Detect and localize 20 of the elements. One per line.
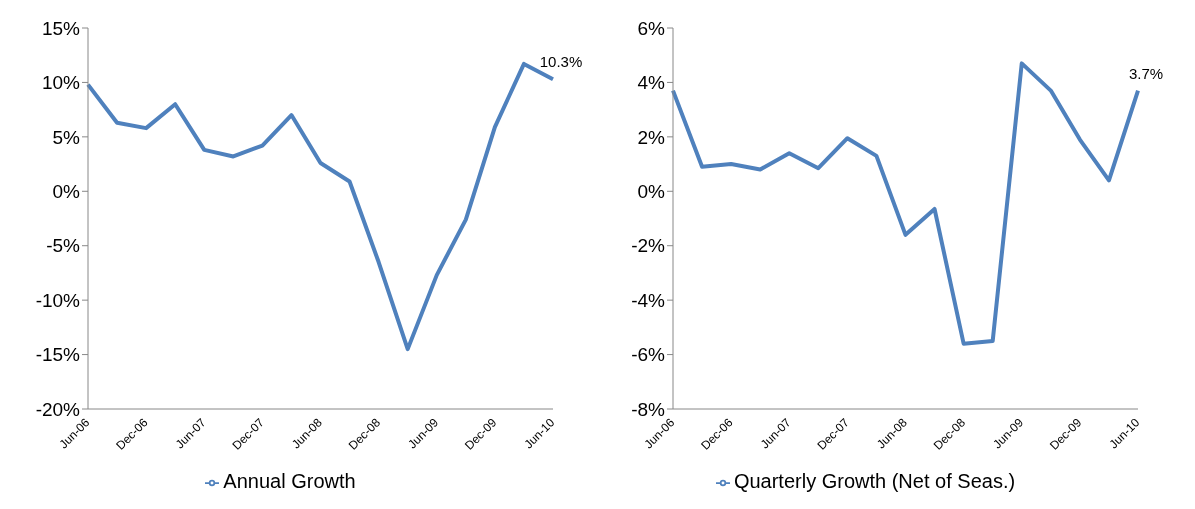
y-tick-label: 0% xyxy=(52,181,81,203)
legend-label: Annual Growth xyxy=(223,470,356,492)
y-tick-label: -8% xyxy=(631,398,666,420)
y-tick-label: -2% xyxy=(631,235,666,257)
y-tick-label: 6% xyxy=(637,17,666,39)
y-tick-label: -5% xyxy=(46,235,81,257)
y-tick-label: 15% xyxy=(41,17,81,39)
y-tick-label: -6% xyxy=(631,344,666,366)
y-tick-label: -10% xyxy=(35,289,81,311)
y-tick-label: -15% xyxy=(35,344,81,366)
y-tick-label: -4% xyxy=(631,289,666,311)
legend-label: Quarterly Growth (Net of Seas.) xyxy=(733,470,1016,492)
y-tick-label: 2% xyxy=(637,126,666,148)
y-tick-label: -20% xyxy=(35,398,81,420)
y-tick-label: 4% xyxy=(637,72,666,94)
y-tick-label: 0% xyxy=(637,181,666,203)
y-tick-label: 10% xyxy=(41,72,81,94)
data-label: 10.3% xyxy=(539,53,583,71)
y-tick-label: 5% xyxy=(52,126,81,148)
data-label: 3.7% xyxy=(1128,64,1164,82)
